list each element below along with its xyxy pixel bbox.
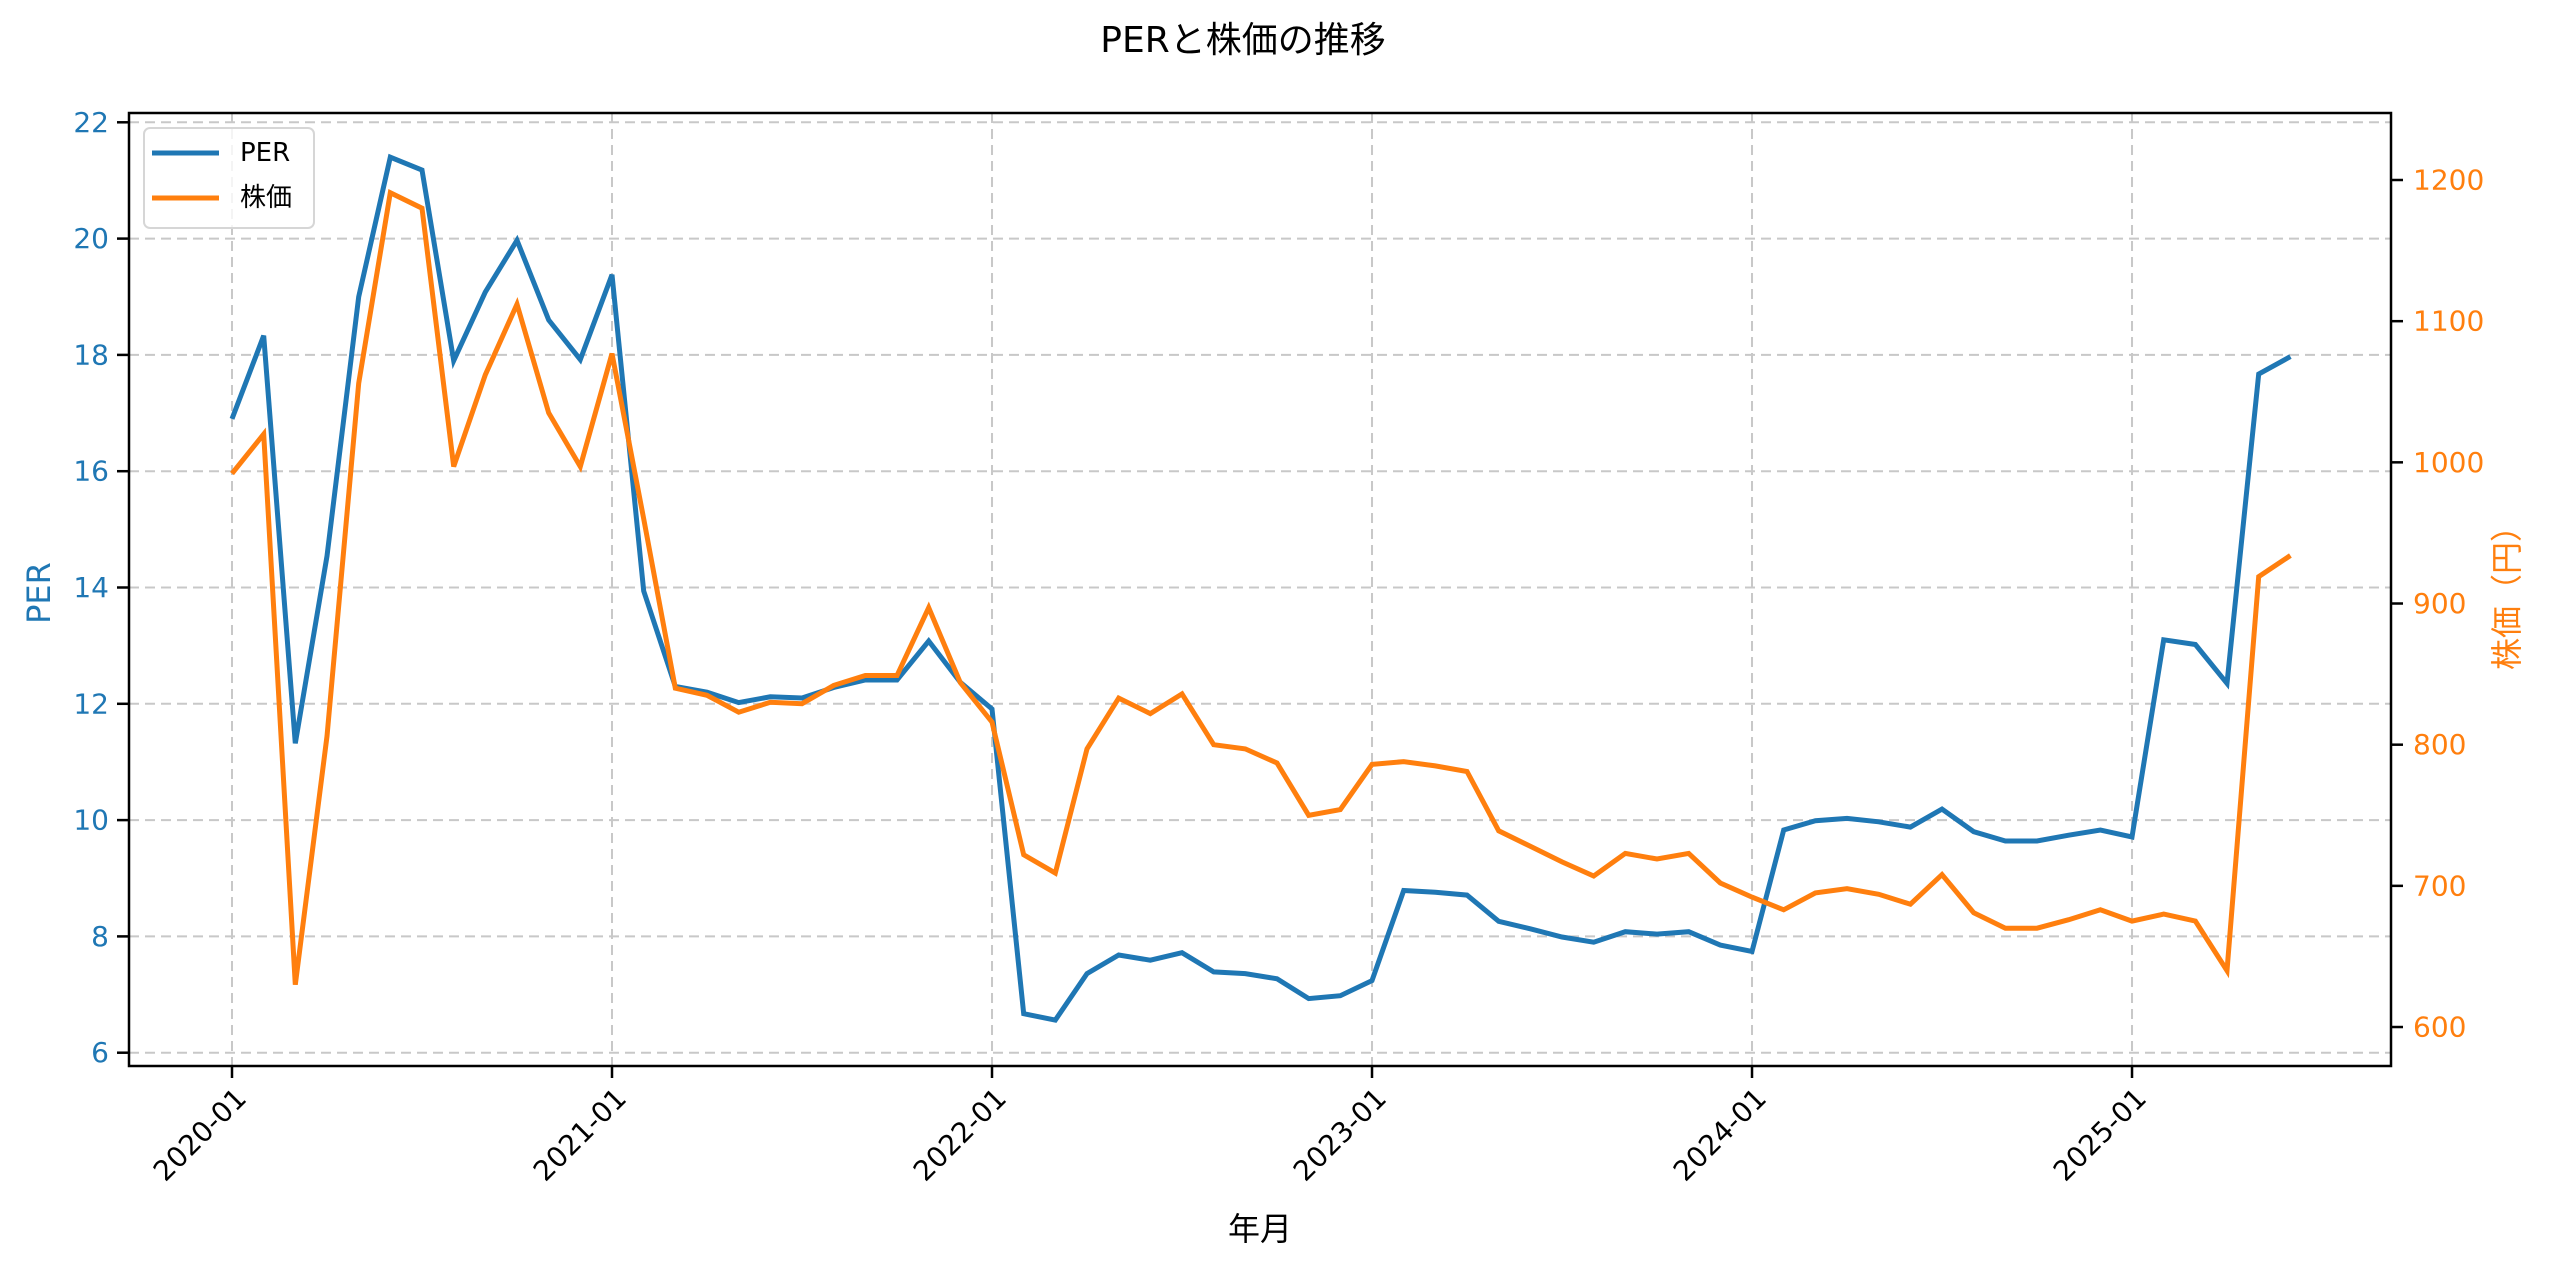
y-tick-label-right: 1200: [2413, 164, 2484, 197]
price-series-line: [230, 188, 2292, 986]
y-tick-label-right: 1100: [2413, 305, 2484, 338]
x-tick-label: 2022-01: [907, 1082, 1013, 1188]
x-tick-label: 2021-01: [527, 1082, 633, 1188]
y-tick-label-left: 12: [73, 687, 109, 720]
left-y-axis-per: 6 8 10 12 14 16 18 20 22: [73, 106, 129, 1069]
y-axis-label-right: 株価（円）: [2488, 510, 2526, 670]
y-tick-label-left: 22: [73, 106, 109, 139]
plot-area-frame: [127, 111, 2393, 1068]
legend: PER 株価: [143, 127, 315, 229]
x-axis-date: 2020-01 2021-01 2022-01 2023-01 2024-01 2025-…: [147, 1066, 2153, 1188]
y-tick-label-left: 20: [73, 222, 109, 255]
chart-title: PERと株価の推移: [1100, 20, 1385, 61]
plot-lines: [229, 153, 2292, 1023]
y-tick-label-left: 6: [91, 1036, 109, 1069]
y-tick-label-right: 900: [2413, 587, 2466, 620]
per-series-line: [229, 153, 2292, 1023]
legend-price-label: 株価: [240, 183, 292, 213]
y-tick-label-left: 18: [73, 338, 109, 371]
x-tick-label: 2024-01: [1667, 1082, 1773, 1188]
y-tick-label-right: 600: [2413, 1011, 2466, 1044]
x-axis-label: 年月: [1228, 1210, 1292, 1248]
y-tick-label-left: 14: [73, 571, 109, 604]
y-tick-label-right: 800: [2413, 728, 2466, 761]
x-tick-label: 2025-01: [2047, 1082, 2153, 1188]
y-tick-label-left: 10: [73, 804, 109, 837]
y-tick-label-right: 1000: [2413, 446, 2484, 479]
y-axis-label-left: PER: [20, 562, 58, 624]
x-tick-label: 2023-01: [1287, 1082, 1393, 1188]
grid-lines: [129, 113, 2391, 1066]
x-tick-label: 2020-01: [147, 1082, 253, 1188]
right-y-axis-price: 600 700 800 900 1000 1100 1200: [2391, 164, 2484, 1044]
legend-per-label: PER: [240, 138, 290, 168]
y-tick-label-right: 700: [2413, 869, 2466, 902]
y-tick-label-left: 8: [91, 920, 109, 953]
y-tick-label-left: 16: [73, 455, 109, 488]
